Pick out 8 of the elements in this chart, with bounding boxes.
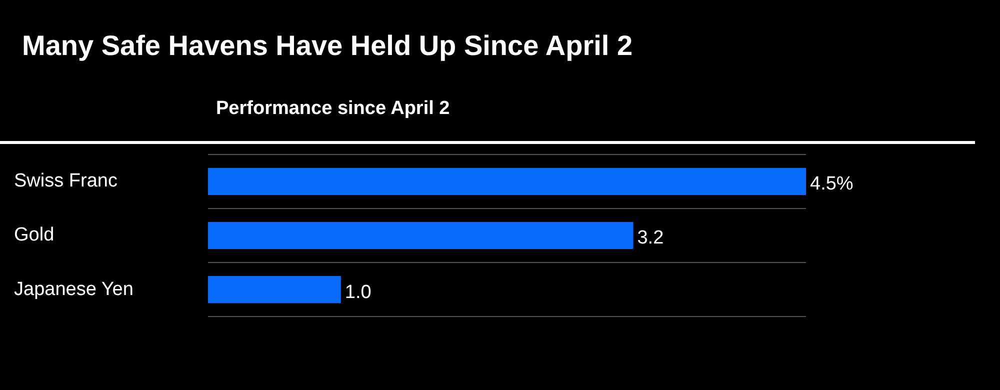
y-tick-label: Swiss Franc <box>14 170 118 192</box>
data-label: 4.5% <box>810 174 854 195</box>
y-tick-label: Gold <box>14 224 54 246</box>
data-label: 1.0 <box>344 282 372 303</box>
y-tick-label: Japanese Yen <box>14 278 134 300</box>
data-label: 3.2 <box>637 228 664 249</box>
chart-title: Many Safe Havens Have Held Up Since April 2 <box>22 30 633 62</box>
chart-subtitle: Performance since April 2 <box>216 98 450 120</box>
